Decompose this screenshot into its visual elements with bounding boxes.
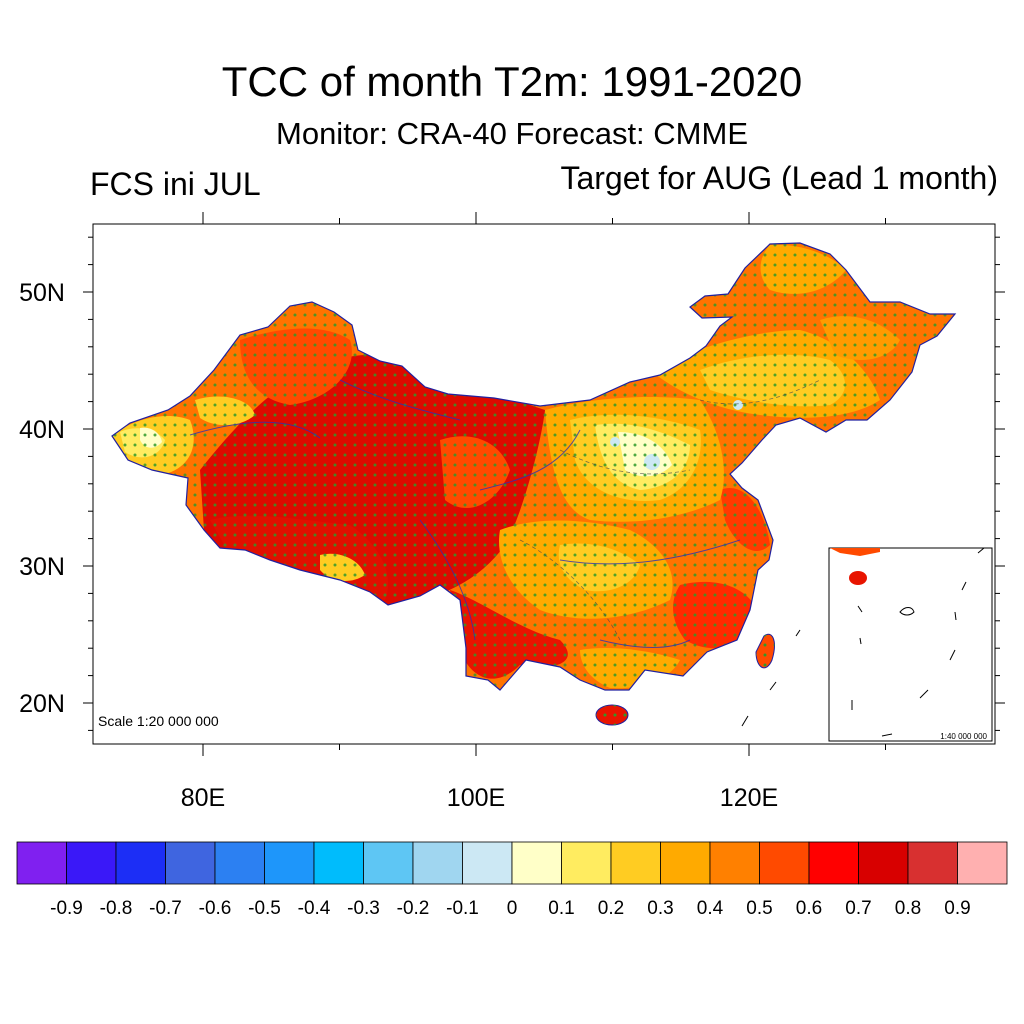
colorbar-swatch	[709, 841, 760, 885]
colorbar-label: 0	[507, 898, 518, 919]
colorbar-swatch	[363, 841, 414, 885]
colorbar-swatch	[907, 841, 958, 885]
colorbar-swatch	[462, 841, 513, 885]
colorbar-label: -0.2	[397, 898, 430, 919]
colorbar-swatch	[264, 841, 315, 885]
colorbar-label: -0.4	[298, 898, 331, 919]
lat-tick-label: 40N	[19, 416, 65, 444]
colorbar-label: 0.1	[548, 898, 574, 919]
colorbar-swatch	[165, 841, 216, 885]
colorbar-label: -0.1	[446, 898, 479, 919]
colorbar-label: 0.8	[895, 898, 921, 919]
colorbar-swatch	[759, 841, 810, 885]
init-label: FCS ini JUL	[90, 166, 261, 202]
colorbar-swatch	[214, 841, 265, 885]
scale-label: Scale 1:20 000 000	[98, 713, 219, 729]
colorbar-swatch	[660, 841, 711, 885]
colorbar-swatch	[115, 841, 166, 885]
colorbar-swatch	[313, 841, 364, 885]
colorbar-label: 0.5	[746, 898, 772, 919]
colorbar-swatch	[957, 841, 1008, 885]
colorbar-swatch	[610, 841, 661, 885]
colorbar-label: 0.4	[697, 898, 724, 919]
colorbar-label: 0.7	[845, 898, 871, 919]
colorbar-label: -0.5	[248, 898, 281, 919]
colorbar-label: -0.8	[100, 898, 133, 919]
sea-boundary-dashes	[741, 629, 801, 727]
lon-tick-label: 80E	[181, 784, 225, 812]
figure-title: TCC of month T2m: 1991-2020	[221, 58, 803, 105]
colorbar: -0.9 -0.8 -0.7 -0.6 -0.5 -0.4 -0.3 -0.2 -0.1 0 0.1…	[16, 841, 1008, 919]
colorbar-label: 0.2	[598, 898, 624, 919]
lat-tick-label: 20N	[19, 690, 65, 718]
target-label: Target for AUG (Lead 1 month)	[560, 160, 998, 196]
colorbar-label: -0.7	[149, 898, 182, 919]
colorbar-swatch	[412, 841, 463, 885]
colorbar-swatch	[858, 841, 909, 885]
colorbar-swatch	[66, 841, 117, 885]
colorbar-label: -0.9	[50, 898, 83, 919]
lon-tick-label: 120E	[720, 784, 778, 812]
colorbar-label: 0.9	[944, 898, 970, 919]
axis-ticks: 50N 40N 30N 20N 80E 100E 120E	[19, 212, 1005, 812]
lon-tick-label: 100E	[447, 784, 505, 812]
province-lines	[189, 379, 741, 648]
lat-tick-label: 30N	[19, 553, 65, 581]
colorbar-label: -0.3	[347, 898, 380, 919]
colorbar-label: 0.3	[647, 898, 673, 919]
south-china-sea-inset: 1:40 000 000	[828, 547, 993, 742]
inset-scale-label: 1:40 000 000	[940, 732, 987, 741]
figure-subtitle: Monitor: CRA-40 Forecast: CMME	[276, 116, 748, 151]
colorbar-swatch	[16, 841, 67, 885]
colorbar-label: -0.6	[199, 898, 232, 919]
colorbar-swatch	[511, 841, 562, 885]
colorbar-swatch	[561, 841, 612, 885]
colorbar-swatch	[808, 841, 859, 885]
lat-tick-label: 50N	[19, 279, 65, 307]
colorbar-label: 0.6	[796, 898, 822, 919]
